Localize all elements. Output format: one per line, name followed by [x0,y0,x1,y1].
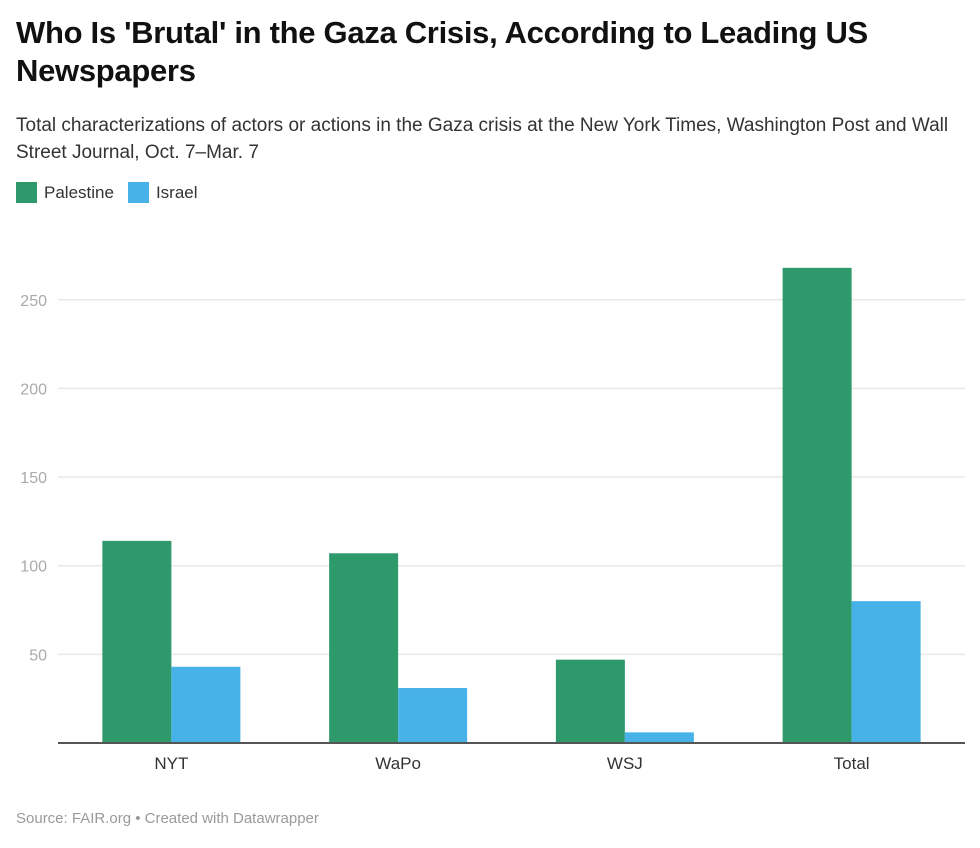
legend-item-israel: Israel [127,182,198,203]
bar-total-israel [851,601,921,743]
y-tick-label: 50 [29,647,47,664]
x-category-label: Total [834,754,870,773]
bar-nyt-palestine [102,540,172,743]
legend-label-israel: Israel [155,182,198,202]
legend-label-palestine: Palestine [44,182,114,202]
x-category-label: WSJ [607,754,643,773]
x-category-label: WaPo [375,754,421,773]
legend: Palestine Israel [16,182,212,203]
y-tick-label: 200 [20,381,47,398]
chart-title: Who Is 'Brutal' in the Gaza Crisis, Acco… [16,15,868,88]
bar-wapo-palestine [329,553,399,743]
y-tick-label: 250 [20,293,47,310]
x-axis-labels: NYT WaPo WSJ Total [154,754,869,773]
bar-total-palestine [782,267,852,743]
y-tick-label: 150 [20,470,47,487]
bar-wsj-palestine [555,659,625,743]
bar-wsj-israel [624,732,694,743]
x-category-label: NYT [154,754,188,773]
bar-wapo-israel [398,688,468,743]
bars [102,267,921,743]
source-footer: Source: FAIR.org • Created with Datawrap… [16,810,319,827]
y-axis-ticks: 50 100 150 200 250 [20,293,47,665]
y-tick-label: 100 [20,559,47,576]
legend-swatch-palestine [16,182,37,203]
chart-subtitle: Total characterizations of actors or act… [16,115,949,163]
bar-nyt-israel [171,666,241,743]
legend-item-palestine: Palestine [16,182,114,203]
legend-swatch-israel [127,182,149,203]
